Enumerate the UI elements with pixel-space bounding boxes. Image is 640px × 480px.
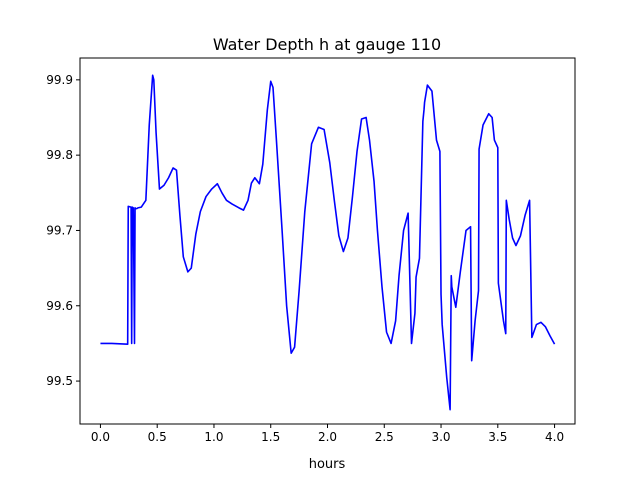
x-tick-label: 3.5	[488, 430, 507, 444]
x-tick-label: 4.0	[545, 430, 564, 444]
x-tick-label: 0.5	[148, 430, 167, 444]
y-tick-label: 99.5	[46, 374, 73, 388]
x-axis: 0.0 0.5 1.0 1.5 2.0 2.5 3.0 3.5 4.0	[91, 424, 564, 444]
series-line	[100, 74, 556, 411]
x-axis-label: hours	[309, 457, 346, 472]
x-tick-label: 2.5	[375, 430, 394, 444]
x-tick-label: 0.0	[91, 430, 110, 444]
x-tick-label: 3.0	[431, 430, 450, 444]
chart-title: Water Depth h at gauge 110	[213, 35, 441, 54]
x-tick-label: 1.0	[204, 430, 223, 444]
y-axis: 99.5 99.6 99.7 99.8 99.9	[46, 73, 80, 388]
y-tick-label: 99.9	[46, 73, 73, 87]
plot-area	[80, 58, 575, 424]
x-tick-label: 2.0	[318, 430, 337, 444]
x-tick-label: 1.5	[261, 430, 280, 444]
y-tick-label: 99.8	[46, 148, 73, 162]
series-layer	[100, 74, 556, 411]
y-tick-label: 99.7	[46, 223, 73, 237]
y-tick-label: 99.6	[46, 299, 73, 313]
